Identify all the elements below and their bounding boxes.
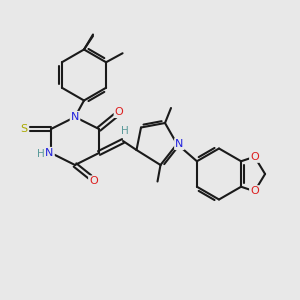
Text: O: O	[115, 107, 124, 117]
Text: N: N	[175, 139, 184, 149]
Text: H: H	[121, 125, 128, 136]
Text: O: O	[250, 186, 259, 196]
Text: N: N	[71, 112, 79, 122]
Text: N: N	[45, 148, 54, 158]
Text: O: O	[89, 176, 98, 187]
Text: S: S	[20, 124, 28, 134]
Text: H: H	[37, 149, 44, 160]
Text: O: O	[250, 152, 259, 162]
